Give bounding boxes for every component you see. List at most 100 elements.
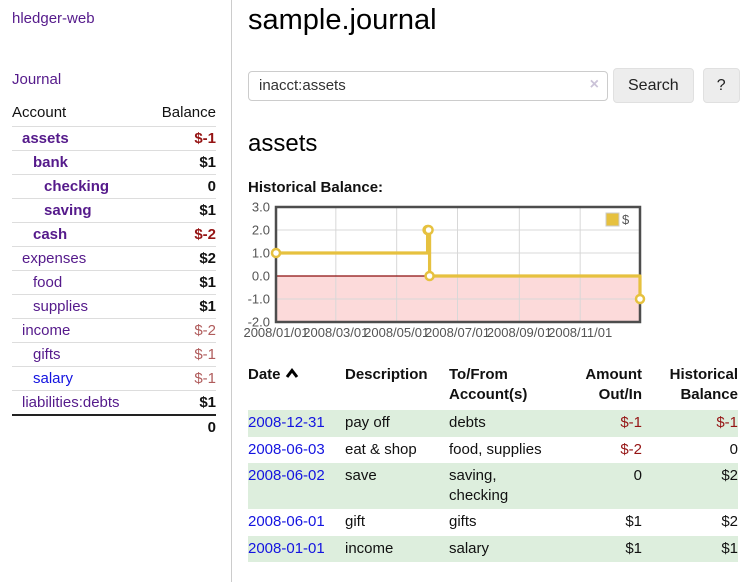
account-balance: $1 [199, 298, 216, 315]
register-header-amount: Amount Out/In [585, 366, 642, 403]
account-row: bank $1 [12, 150, 216, 175]
transaction-amount: $1 [625, 513, 642, 531]
transaction-date-link[interactable]: 2008-12-31 [248, 414, 325, 432]
account-balance: $-1 [194, 130, 216, 147]
account-balance: $-1 [194, 346, 216, 363]
sidebar-account-link[interactable]: bank [33, 154, 69, 171]
sidebar-account-link[interactable]: saving [44, 202, 92, 219]
y-tick-label: -1.0 [248, 292, 270, 307]
account-row: cash $-2 [12, 222, 216, 247]
transaction-date-link[interactable]: 2008-06-01 [248, 513, 325, 531]
transaction-accounts: salary [449, 539, 490, 557]
transaction-balance: 0 [729, 440, 738, 458]
y-tick-label: 2.0 [252, 223, 270, 238]
y-tick-label: 1.0 [252, 246, 270, 261]
transaction-date-link[interactable]: 2008-06-03 [248, 440, 325, 458]
search-input-wrap: × [248, 70, 608, 101]
sidebar-item-journal[interactable]: Journal [12, 71, 62, 88]
transaction-description: income [345, 539, 394, 557]
sort-ascending-icon [285, 368, 298, 379]
transaction-accounts: debts [449, 414, 486, 432]
account-balance: $-2 [194, 226, 216, 243]
search-bar: × Search ? [248, 68, 742, 104]
transaction-accounts: gifts [449, 513, 477, 531]
chart-svg: 3.0 2.0 1.0 0.0 -1.0 -2.02008/01/012008/03/01… [243, 200, 646, 340]
legend-label: $ [622, 212, 630, 227]
x-tick-label: 2008/01/01 [243, 325, 308, 340]
transaction-accounts: food, supplies [449, 440, 542, 458]
help-button[interactable]: ? [702, 68, 740, 104]
register-table: Date Description To/From Account(s) Amou… [248, 363, 738, 562]
y-tick-label: 0.0 [252, 269, 270, 284]
transaction-description: gift [345, 513, 366, 531]
accounts-header-balance: Balance [161, 104, 216, 121]
account-balance: $2 [199, 250, 216, 267]
accounts-header-account: Account [12, 104, 67, 121]
x-tick-label: 2008/11/01 [548, 325, 612, 340]
account-heading: assets [248, 130, 318, 158]
clear-search-icon[interactable]: × [589, 75, 599, 93]
accounts-total-row: 0 [12, 415, 216, 439]
register-header-balance: Historical Balance [669, 366, 738, 403]
account-row: checking 0 [12, 174, 216, 199]
accounts-table: Account Balance assets $-1 bank $1 checking 0… [12, 104, 216, 439]
transaction-row: 2008-06-02 save saving, checking 0 $2 [248, 462, 738, 510]
sidebar-account-link[interactable]: assets [22, 130, 69, 147]
account-balance: $-1 [194, 370, 216, 387]
account-row: expenses $2 [12, 246, 216, 271]
sidebar-account-link[interactable]: liabilities:debts [22, 394, 120, 411]
account-balance: $1 [199, 394, 216, 411]
data-point-marker [424, 271, 435, 282]
account-row: gifts $-1 [12, 342, 216, 367]
register-header-date[interactable]: Date [248, 363, 345, 410]
search-button[interactable]: Search [613, 68, 694, 104]
search-input[interactable] [248, 70, 608, 101]
transaction-balance: $1 [721, 539, 738, 557]
account-balance: $1 [199, 202, 216, 219]
sidebar-account-link[interactable]: salary [33, 370, 74, 387]
account-row: liabilities:debts $1 [12, 390, 216, 416]
sidebar-account-link[interactable]: cash [33, 226, 68, 243]
transaction-amount: $-2 [620, 440, 642, 458]
main-content: sample.journal × Search ? assets Histori… [233, 0, 742, 582]
transaction-date-link[interactable]: 2008-06-02 [248, 466, 325, 484]
data-point-marker [423, 225, 434, 236]
sidebar-account-link[interactable]: checking [44, 178, 110, 195]
sidebar: hledger-web Journal Account Balance asse… [0, 0, 232, 582]
account-row: supplies $1 [12, 294, 216, 319]
plot-border [274, 206, 642, 324]
account-row: income $-2 [12, 318, 216, 343]
legend-swatch [605, 212, 620, 227]
accounts-total-balance: 0 [207, 419, 216, 436]
account-balance: $1 [199, 154, 216, 171]
data-point-marker [634, 294, 646, 305]
x-tick-label: 2008/07/01 [425, 325, 490, 340]
page-title: sample.journal [248, 4, 437, 36]
transaction-description: eat & shop [345, 440, 417, 458]
transaction-date-link[interactable]: 2008-01-01 [248, 539, 325, 557]
transaction-description: save [345, 466, 377, 484]
account-balance: $-2 [194, 322, 216, 339]
x-tick-label: 2008/05/01 [364, 325, 429, 340]
transaction-amount: $1 [625, 539, 642, 557]
register-header-accounts: To/From Account(s) [449, 366, 528, 403]
sidebar-account-link[interactable]: expenses [22, 250, 87, 267]
sidebar-account-link[interactable]: gifts [33, 346, 61, 363]
transaction-row: 2008-06-03 eat & shop food, supplies $-2 0 [248, 437, 738, 463]
y-tick-label: -2.0 [248, 315, 270, 330]
transaction-row: 2008-06-01 gift gifts $1 $2 [248, 509, 738, 535]
historical-balance-chart[interactable]: 3.0 2.0 1.0 0.0 -1.0 -2.0 2008/01/01 2008/03/01… [243, 200, 648, 341]
register-header-row: Date Description To/From Account(s) Amou… [248, 363, 738, 410]
account-row: assets $-1 [12, 126, 216, 151]
sidebar-account-link[interactable]: income [22, 322, 71, 339]
sidebar-account-link[interactable]: supplies [33, 298, 89, 315]
chart-title: Historical Balance: [248, 179, 384, 197]
sidebar-account-link[interactable]: food [33, 274, 63, 291]
transaction-balance: $2 [721, 513, 738, 531]
account-row: saving $1 [12, 198, 216, 223]
transaction-amount: 0 [633, 466, 642, 484]
transaction-row: 2008-01-01 income salary $1 $1 [248, 535, 738, 562]
app-title-link[interactable]: hledger-web [12, 10, 95, 27]
transaction-row: 2008-12-31 pay off debts $-1 $-1 [248, 410, 738, 437]
transaction-balance: $2 [721, 466, 738, 484]
